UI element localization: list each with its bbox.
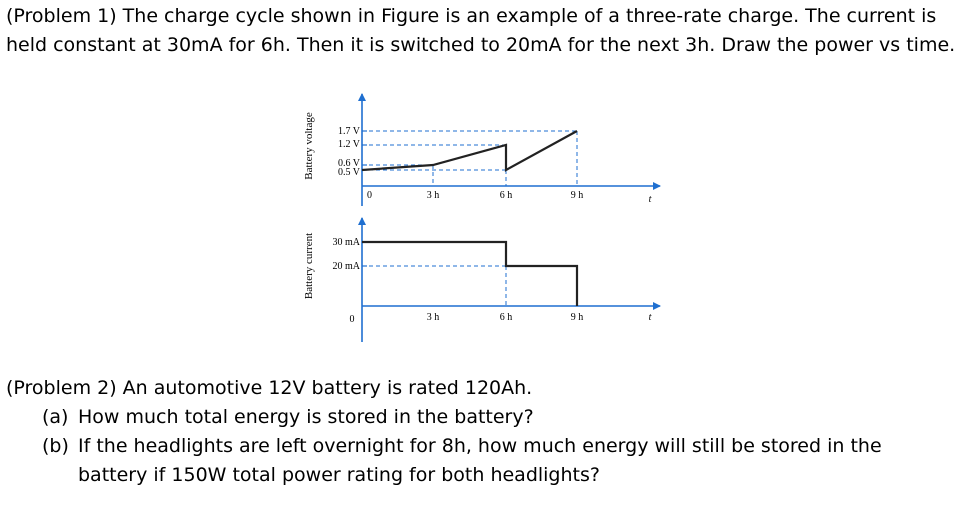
voltage-xtick-label-0: 0 bbox=[367, 190, 372, 201]
current-ytick-label-20: 20 mA bbox=[333, 261, 361, 272]
problem-2: (Problem 2) An automotive 12V battery is… bbox=[6, 374, 956, 490]
problem-2-intro: (Problem 2) An automotive 12V battery is… bbox=[6, 377, 533, 399]
voltage-xtick-label-3h: 3 h bbox=[427, 190, 440, 201]
charge-cycle-figure: Battery voltage 1.7 V 1.2 V 0.6 V 0.5 V … bbox=[280, 80, 680, 350]
part-a-label: (a) bbox=[42, 406, 69, 428]
voltage-xtick-label-6h: 6 h bbox=[500, 190, 513, 201]
current-xtick-label-6h: 6 h bbox=[500, 312, 513, 323]
problem-2-part-b: (b) If the headlights are left overnight… bbox=[6, 432, 956, 490]
current-curve bbox=[362, 240, 579, 306]
charge-cycle-svg: Battery voltage 1.7 V 1.2 V 0.6 V 0.5 V … bbox=[303, 93, 661, 342]
part-b-text: If the headlights are left overnight for… bbox=[78, 435, 882, 486]
voltage-ytick-label-06: 0.6 V bbox=[338, 158, 361, 169]
part-b-label: (b) bbox=[42, 435, 69, 457]
current-ytick-label-30: 30 mA bbox=[333, 237, 361, 248]
current-ylabel: Battery current bbox=[303, 233, 315, 299]
voltage-ytick-label-17: 1.7 V bbox=[338, 126, 361, 137]
current-xtick-label-3h: 3 h bbox=[427, 312, 440, 323]
current-xtick-label-9h: 9 h bbox=[571, 312, 584, 323]
voltage-ytick-label-12: 1.2 V bbox=[338, 139, 361, 150]
voltage-ylabel: Battery voltage bbox=[303, 112, 315, 180]
current-xtick-label-0: 0 bbox=[350, 314, 355, 325]
problem-2-part-a: (a) How much total energy is stored in t… bbox=[6, 403, 956, 432]
current-t-label: t bbox=[649, 312, 652, 323]
part-a-text: How much total energy is stored in the b… bbox=[78, 406, 534, 428]
voltage-curve bbox=[361, 130, 578, 172]
problem-1-text: (Problem 1) The charge cycle shown in Fi… bbox=[6, 5, 956, 56]
voltage-ytick-label-05: 0.5 V bbox=[338, 167, 361, 178]
voltage-xtick-label-9h: 9 h bbox=[571, 190, 584, 201]
voltage-t-label: t bbox=[649, 194, 652, 205]
